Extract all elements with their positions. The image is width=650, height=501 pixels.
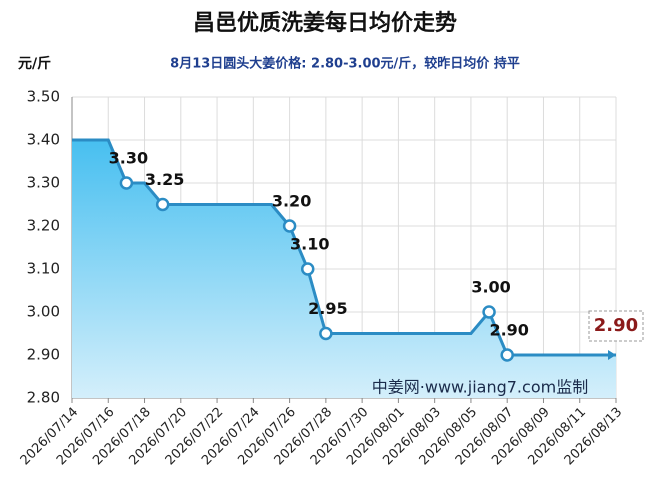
point (482, 305, 496, 319)
y-axis-unit: 元/斤 (18, 55, 51, 72)
value-label: 3.00 (471, 278, 510, 297)
y-tick-label: 3.00 (27, 303, 60, 321)
value-label: 3.10 (290, 235, 329, 254)
value-label: 3.20 (272, 192, 311, 211)
point (119, 176, 134, 190)
point (282, 219, 297, 233)
point (300, 262, 315, 276)
point (155, 197, 170, 212)
point (500, 348, 514, 362)
chart-title: 昌邑优质洗姜每日均价走势 (193, 10, 457, 36)
end-arrow (608, 350, 616, 360)
y-tick-label: 2.80 (27, 389, 60, 407)
value-label: 2.90 (489, 321, 528, 340)
y-tick-label: 3.40 (27, 131, 60, 149)
value-label: 2.95 (308, 299, 347, 318)
value-label: 2.90 (594, 315, 638, 336)
y-tick-label: 3.10 (27, 260, 60, 278)
value-label: 3.25 (145, 170, 184, 189)
plot: 2.802.903.003.103.203.303.403.502026/07/… (18, 88, 644, 468)
y-tick-label: 3.30 (27, 174, 60, 192)
point (319, 326, 333, 341)
label-box (588, 310, 644, 342)
watermark: 中姜网·www.jiang7.com监制 (372, 378, 588, 397)
chart-subtitle: 8月13日圆头大姜价格: 2.80-3.00元/斤，较昨日均价 持平 (170, 56, 520, 72)
y-tick-label: 3.20 (27, 217, 60, 235)
y-tick-label: 3.50 (27, 88, 60, 106)
y-tick-label: 2.90 (27, 346, 60, 364)
value-label: 3.30 (109, 149, 148, 168)
